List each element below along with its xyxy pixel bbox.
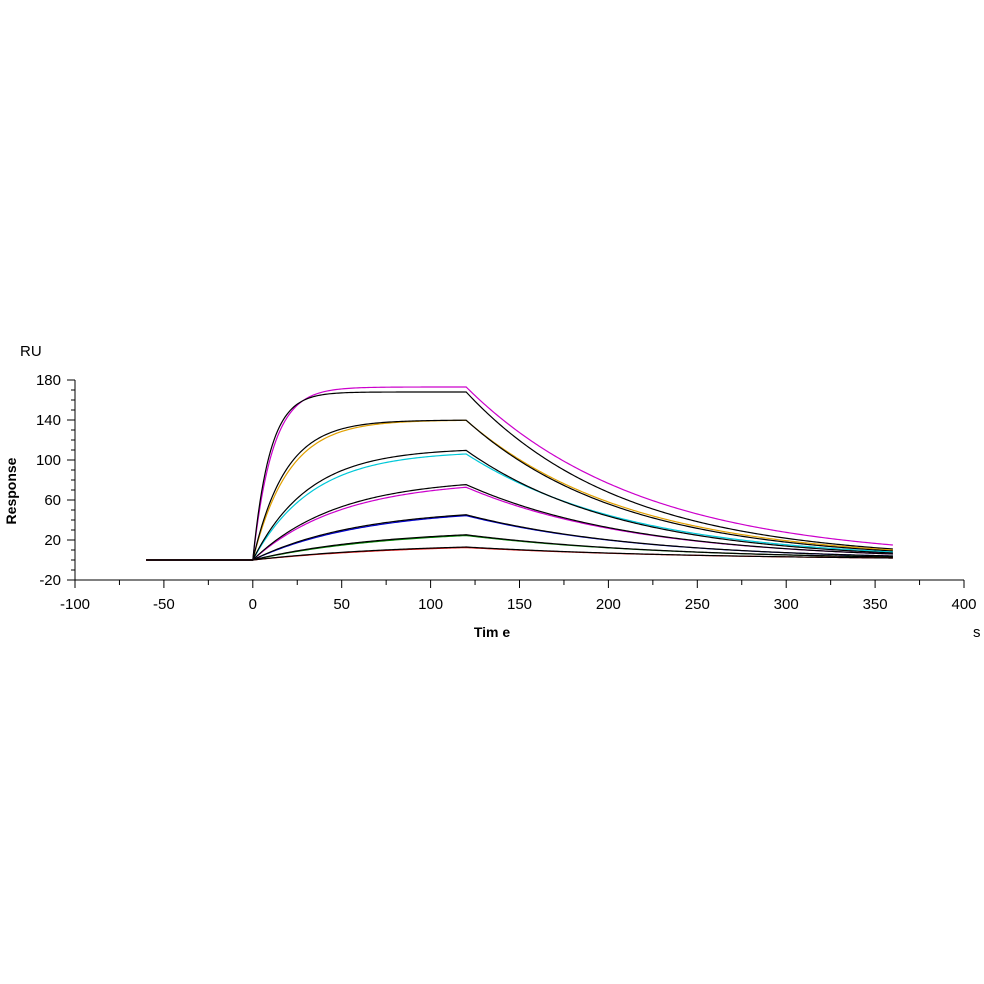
x-tick-label: 250 xyxy=(685,596,710,613)
series-curve-1-measured xyxy=(146,386,893,561)
x-unit-label: s xyxy=(973,624,981,641)
x-tick-label: 350 xyxy=(863,596,888,613)
x-tick-label: 0 xyxy=(249,596,257,613)
x-tick-label: 200 xyxy=(596,596,621,613)
y-axis-title: Response xyxy=(3,457,19,524)
series-curve-12-fit xyxy=(146,534,893,561)
series-curve-2-fit xyxy=(146,391,893,561)
series-curve-6-fit xyxy=(146,449,893,561)
series-curve-4-fit xyxy=(146,419,893,561)
series-curve-14-fit xyxy=(146,546,893,561)
y-tick-label: 180 xyxy=(36,372,61,389)
series-curve-3-measured xyxy=(146,419,893,561)
y-tick-label: 60 xyxy=(44,492,61,509)
y-tick-label: 140 xyxy=(36,412,61,429)
x-tick-label: 100 xyxy=(418,596,443,613)
x-tick-label: 400 xyxy=(951,596,976,613)
x-axis-ticks: -100 -50 0 50 100 150 200 250 300 350 400 xyxy=(60,580,977,613)
series-layer xyxy=(146,386,893,561)
y-unit-label: RU xyxy=(20,343,42,360)
y-tick-label: -20 xyxy=(39,572,61,589)
x-tick-label: 50 xyxy=(333,596,350,613)
x-tick-label: 150 xyxy=(507,596,532,613)
x-tick-label: 300 xyxy=(774,596,799,613)
y-axis-ticks: -20 20 60 100 140 180 xyxy=(36,372,75,589)
x-axis-title: Tim e xyxy=(474,624,511,640)
x-tick-label: -100 xyxy=(60,596,90,613)
y-tick-label: 20 xyxy=(44,532,61,549)
series-curve-10-fit xyxy=(146,514,893,561)
x-tick-label: -50 xyxy=(153,596,175,613)
series-curve-8-fit xyxy=(146,483,893,561)
y-tick-label: 100 xyxy=(36,452,61,469)
